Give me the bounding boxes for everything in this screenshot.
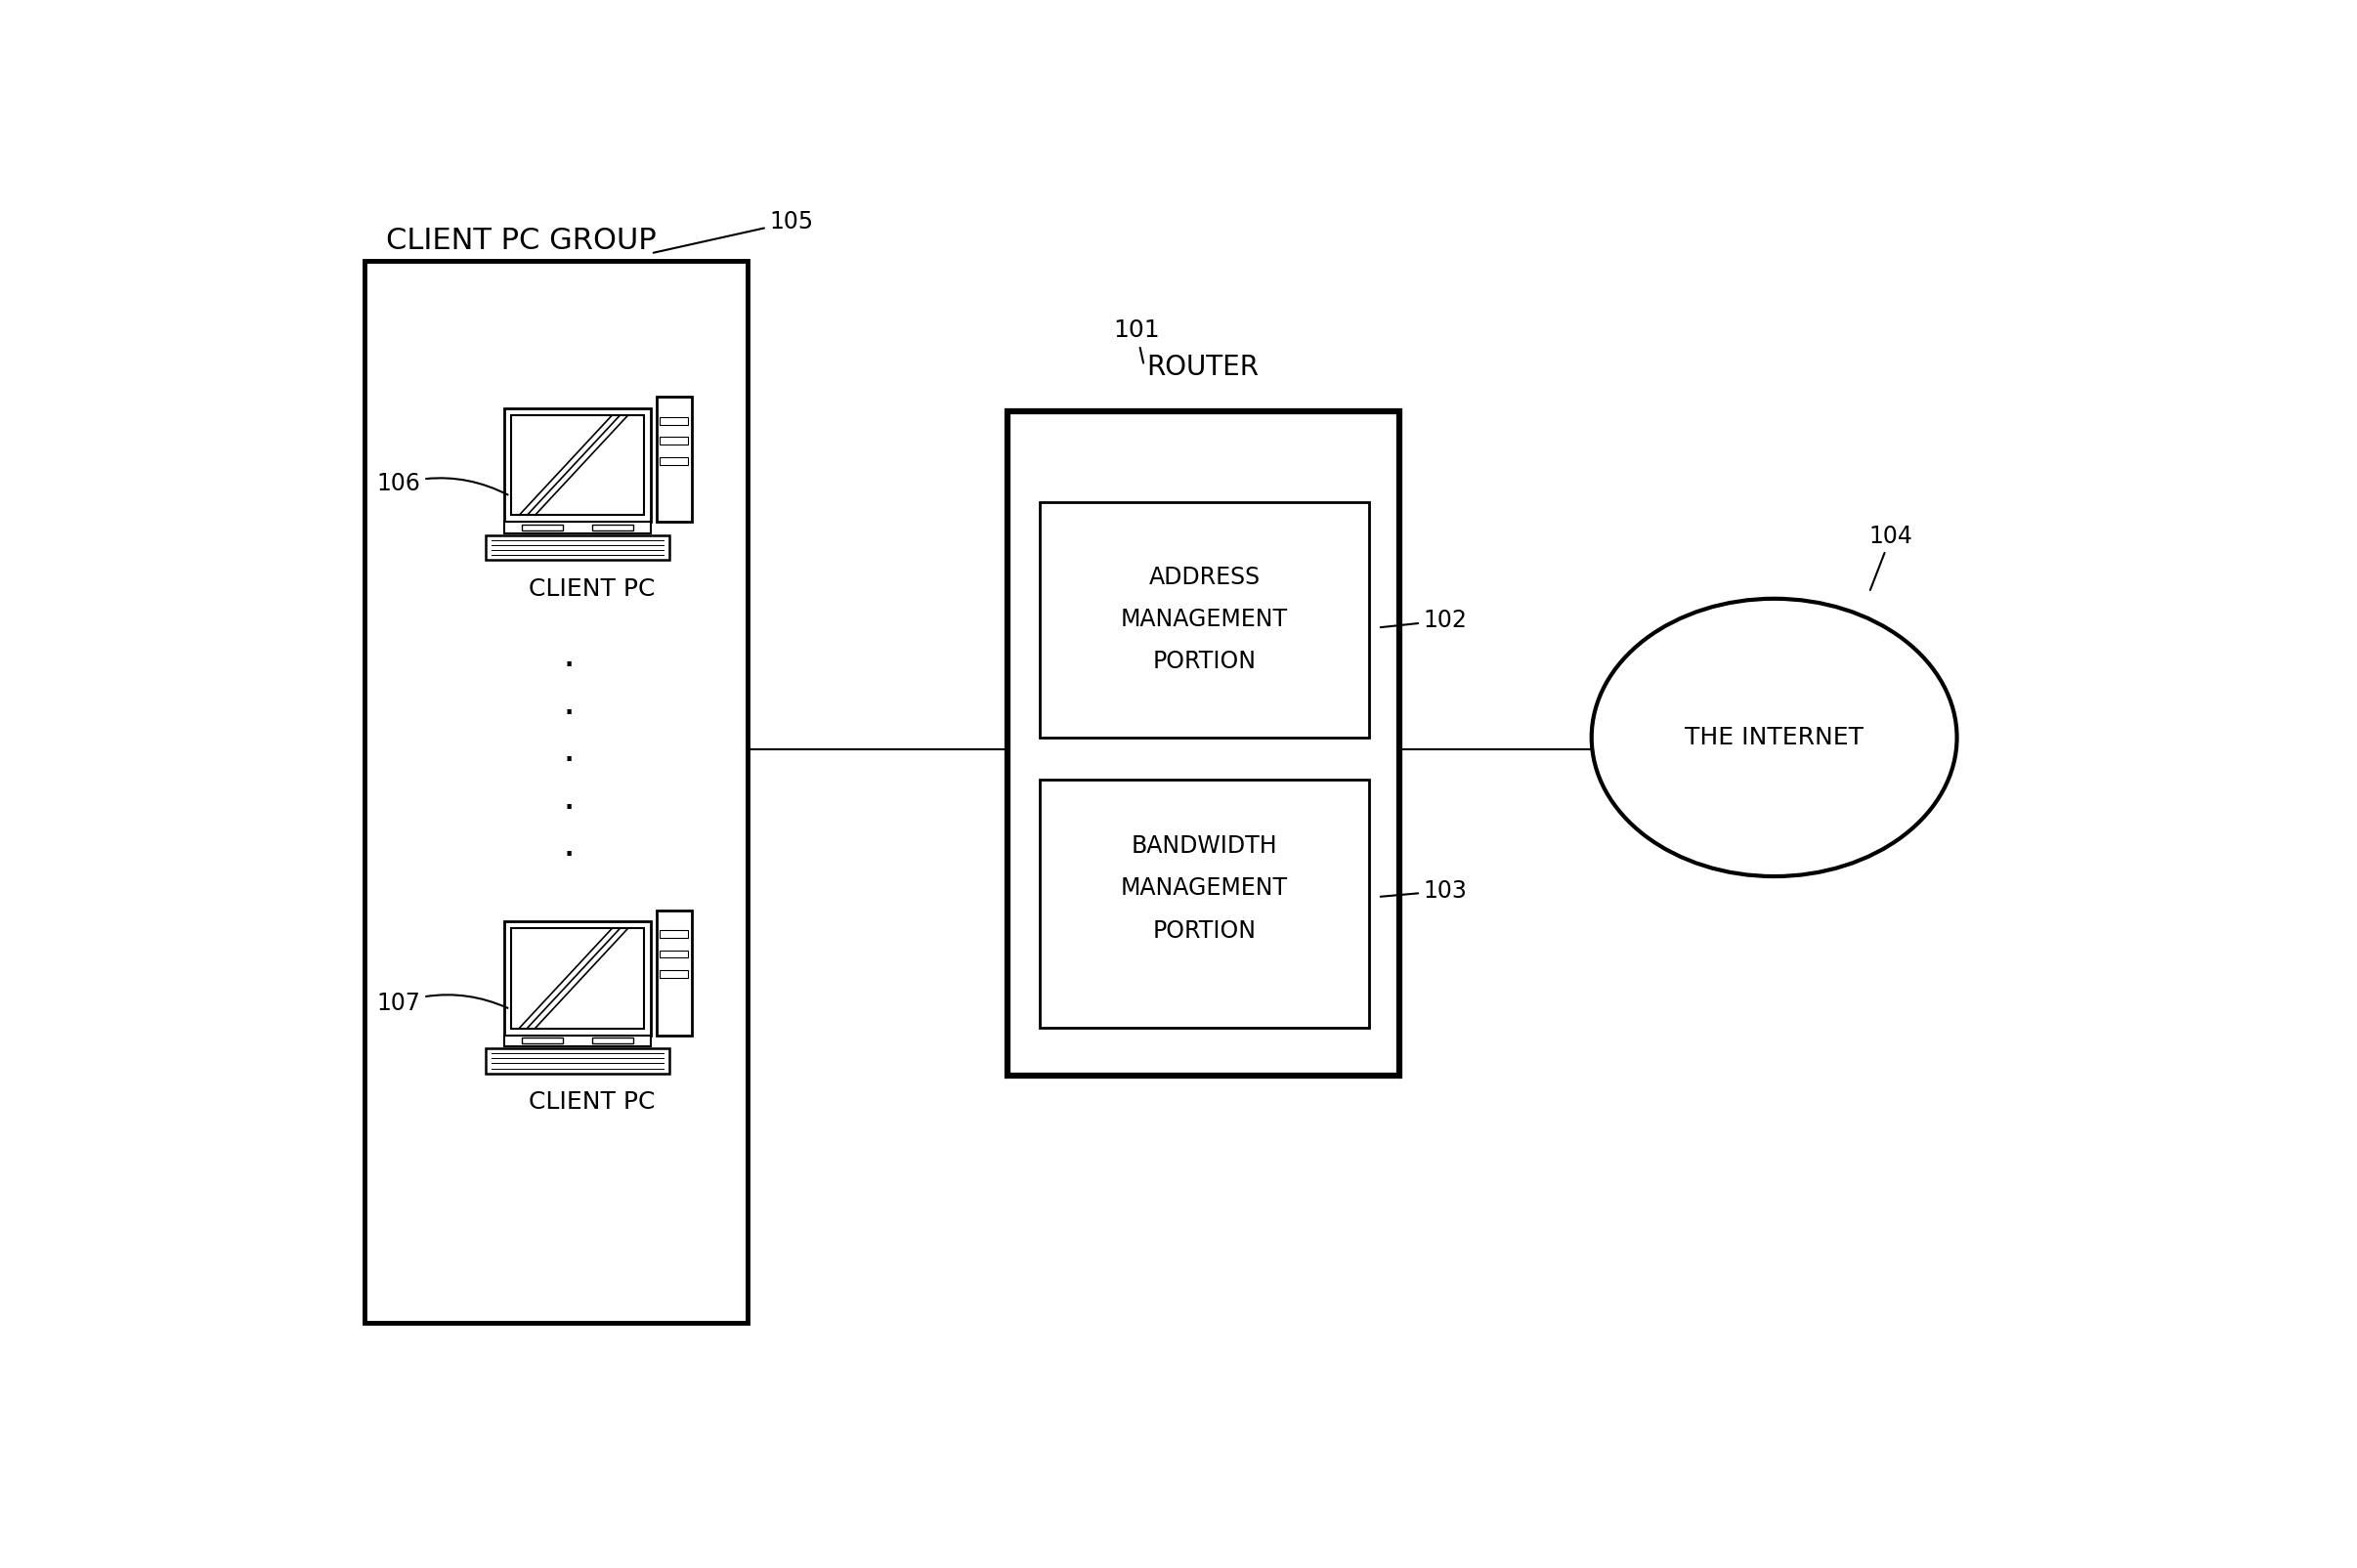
Bar [660, 417, 688, 425]
Text: 105: 105 [653, 210, 813, 252]
Bar [592, 525, 634, 530]
Text: CLIENT PC GROUP: CLIENT PC GROUP [387, 226, 655, 254]
Bar [658, 397, 691, 522]
Bar [521, 1038, 563, 1044]
Bar [658, 909, 691, 1035]
Bar [486, 1049, 669, 1074]
Text: ADDRESS: ADDRESS [1148, 564, 1261, 588]
Ellipse shape [1591, 599, 1956, 877]
Text: PORTION: PORTION [1153, 649, 1256, 673]
Bar [660, 930, 688, 938]
Bar [504, 522, 651, 533]
Text: THE INTERNET: THE INTERNET [1685, 726, 1864, 750]
Text: 106: 106 [377, 472, 507, 495]
Bar [504, 408, 651, 522]
Bar [1039, 779, 1369, 1027]
Text: 107: 107 [377, 991, 507, 1014]
Bar [486, 535, 669, 560]
Bar [660, 971, 688, 978]
Text: 102: 102 [1381, 608, 1468, 632]
Text: PORTION: PORTION [1153, 919, 1256, 942]
Text: CLIENT PC: CLIENT PC [528, 1090, 655, 1113]
Bar [511, 416, 643, 516]
Bar [660, 458, 688, 464]
Bar [660, 950, 688, 958]
Bar [1006, 411, 1400, 1076]
Text: BANDWIDTH: BANDWIDTH [1131, 834, 1277, 858]
Bar [660, 437, 688, 445]
Bar [1039, 502, 1369, 737]
Text: 103: 103 [1381, 880, 1468, 903]
Text: ROUTER: ROUTER [1146, 353, 1259, 381]
Bar [504, 1035, 651, 1046]
Bar [521, 525, 563, 530]
Text: CLIENT PC: CLIENT PC [528, 577, 655, 601]
Bar [363, 260, 747, 1323]
Text: 104: 104 [1869, 524, 1914, 590]
Text: MANAGEMENT: MANAGEMENT [1120, 877, 1287, 900]
Bar [592, 1038, 634, 1044]
Text: 101: 101 [1113, 318, 1160, 364]
Text: MANAGEMENT: MANAGEMENT [1120, 607, 1287, 630]
Bar [504, 922, 651, 1035]
Bar [511, 928, 643, 1029]
Text: .
.
.
.
.: . . . . . [563, 633, 575, 866]
